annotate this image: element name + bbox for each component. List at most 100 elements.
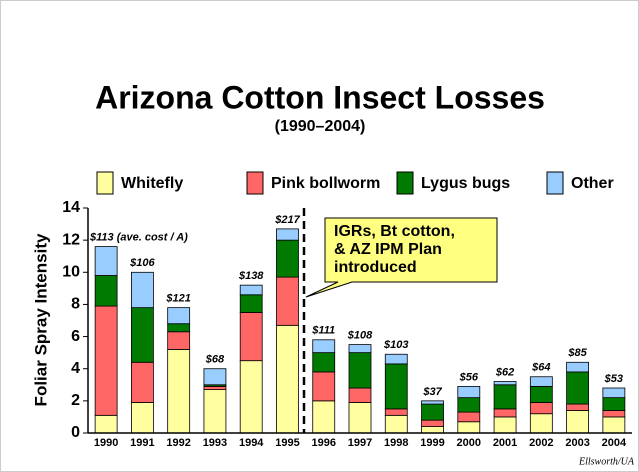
bar-segment <box>566 371 589 405</box>
x-tick-label: 1999 <box>420 437 444 449</box>
x-tick-label: 2004 <box>602 437 627 449</box>
bar-segment <box>203 385 227 391</box>
cost-label: $85 <box>567 347 587 359</box>
annotation-line: & AZ IPM Plan <box>334 241 442 258</box>
bar-segment <box>239 294 263 313</box>
bar-segment <box>421 403 444 421</box>
x-tick-label: 1995 <box>275 437 299 449</box>
bar-segment <box>94 246 118 276</box>
x-tick-label: 1994 <box>239 437 264 449</box>
cost-label: $56 <box>459 371 479 383</box>
bar-segment <box>457 421 481 434</box>
bar-segment <box>493 408 517 418</box>
bar-segment <box>457 411 481 423</box>
legend-label: Other <box>571 175 614 192</box>
bar-segment <box>602 416 626 434</box>
bar-segment <box>130 402 154 434</box>
x-tick-label: 1997 <box>348 437 372 449</box>
y-tick-label: 14 <box>62 199 80 216</box>
annotation-line: introduced <box>334 259 417 276</box>
bar-segment <box>312 352 336 373</box>
bar-segment <box>457 385 481 399</box>
legend-swatch <box>396 171 414 195</box>
cost-label: $113 (ave. cost / A) <box>89 231 188 243</box>
bar-segment <box>457 397 481 413</box>
bar-segment <box>529 376 553 387</box>
cost-label: $217 <box>274 214 300 226</box>
bar-segment <box>529 402 553 415</box>
bar-segment <box>602 397 626 411</box>
cost-label: $111 <box>311 325 335 337</box>
y-tick-label: 12 <box>62 231 80 248</box>
bar-segment <box>348 352 372 389</box>
bar-segment <box>348 387 372 403</box>
bar-segment <box>493 381 517 386</box>
legend-label: Lygus bugs <box>421 175 510 192</box>
bar-segment <box>167 307 191 325</box>
chart-title: Arizona Cotton Insect Losses <box>95 79 545 115</box>
x-tick-label: 1993 <box>203 437 227 449</box>
chart-subtitle: (1990–2004) <box>275 118 366 135</box>
bar-segment <box>566 410 589 434</box>
cost-label: $103 <box>383 339 408 351</box>
x-tick-label: 1992 <box>166 437 190 449</box>
x-tick-label: 2002 <box>529 437 553 449</box>
bar-segment <box>384 414 408 434</box>
x-tick-label: 1998 <box>384 437 408 449</box>
bar-segment <box>94 275 118 307</box>
x-tick-label: 2003 <box>565 437 589 449</box>
cost-label: $121 <box>165 293 190 305</box>
bar-segment <box>276 324 299 434</box>
x-tick-label: 2001 <box>493 437 517 449</box>
bar-segment <box>493 384 517 410</box>
cost-label: $138 <box>238 270 264 282</box>
bar-segment <box>529 413 553 434</box>
y-tick-label: 10 <box>62 264 80 281</box>
y-tick-label: 2 <box>71 392 80 409</box>
bar-segment <box>94 305 118 416</box>
bar-segment <box>167 331 191 350</box>
bar-segment <box>94 414 118 434</box>
bar-segment <box>602 387 626 399</box>
y-axis-label: Foliar Spray Intensity <box>31 233 50 406</box>
cost-label: $64 <box>531 362 550 374</box>
legend-swatch <box>546 171 564 195</box>
bar-segment <box>312 371 336 402</box>
bar-segment <box>529 385 553 403</box>
cost-label: $62 <box>495 366 514 378</box>
cost-label: $106 <box>129 257 155 269</box>
bar-segment <box>276 276 299 326</box>
bar-segment <box>130 307 154 363</box>
legend-swatch <box>96 171 114 195</box>
cost-label: $53 <box>604 373 623 385</box>
y-tick-label: 0 <box>71 424 80 441</box>
y-tick-label: 8 <box>71 296 80 313</box>
bar-segment <box>566 361 589 373</box>
bar-segment <box>167 349 191 434</box>
bar-segment <box>312 339 336 354</box>
bar-segment <box>312 400 336 434</box>
bar-segment <box>421 426 444 434</box>
annotation-line: IGRs, Bt cotton, <box>334 223 455 240</box>
bar-segment <box>276 228 299 241</box>
bar-segment <box>348 402 372 434</box>
bar-segment <box>203 368 227 386</box>
callout <box>305 217 498 298</box>
bar-segment <box>602 410 626 418</box>
x-tick-label: 2000 <box>457 437 481 449</box>
legend-label: Pink bollworm <box>271 175 380 192</box>
bar-segment <box>566 403 589 411</box>
bar-segment <box>239 284 263 296</box>
x-tick-label: 1991 <box>130 437 154 449</box>
cost-label: $108 <box>347 330 373 342</box>
bar-segment <box>493 416 517 434</box>
bar-segment <box>203 389 227 434</box>
x-tick-label: 1990 <box>94 437 118 449</box>
bar-segment <box>130 361 154 403</box>
bar-segment <box>130 271 154 309</box>
legend-swatch <box>246 171 264 195</box>
bar-segment <box>384 353 408 365</box>
bar-segment <box>239 312 263 362</box>
legend-label: Whitefly <box>121 175 183 192</box>
